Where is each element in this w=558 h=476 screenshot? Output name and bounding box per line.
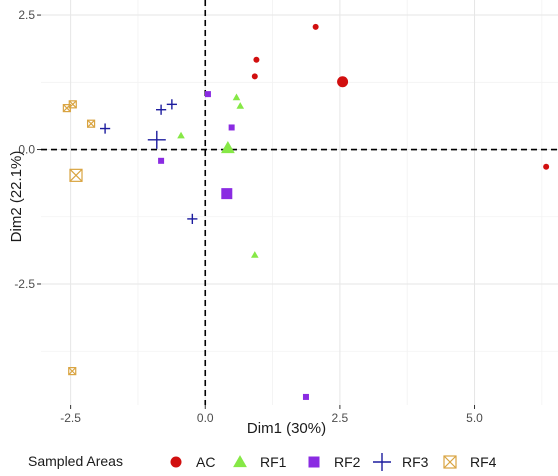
legend-key-rf3 [373,453,391,471]
legend-label: RF4 [470,454,497,470]
legend-item-rf1: RF1 [233,454,287,470]
point-rf2 [228,124,235,131]
point-ac [312,23,319,30]
y-tick-label: -2.5 [14,277,35,291]
legend-item-ac: AC [170,454,215,470]
reference-lines [41,0,558,405]
point-ac [253,56,260,63]
point-rf2 [158,157,165,164]
legend-label: AC [196,454,215,470]
crossbox-frame [68,100,77,109]
point-rf1 [236,102,245,109]
point-rf3 [166,99,177,110]
point-rf2 [302,393,309,400]
centroid-rf3 [147,130,166,149]
legend-item-rf3: RF3 [373,453,429,471]
x-tick-label: 5.0 [466,411,483,425]
y-axis-title: Dim2 (22.1%) [8,151,25,243]
x-axis-title: Dim1 (30%) [247,420,326,437]
legend-item-rf2: RF2 [308,454,361,470]
crossbox-stroke [443,455,457,469]
legend-key-rf2 [308,456,320,468]
crossbox-frame [68,367,77,376]
point-rf4 [68,367,77,376]
centroid-rf1 [220,141,235,154]
x-tick-label: 2.5 [332,411,349,425]
crossbox-stroke [68,100,77,109]
y-tick-label: 0.0 [18,143,35,157]
point-rf3 [155,104,167,115]
data-points [62,23,550,400]
point-rf1 [177,131,185,139]
centroid-ac [337,76,349,88]
point-rf1 [251,251,259,258]
legend-label: RF3 [402,454,429,470]
legend-key-ac [170,456,182,468]
legend-key-rf4 [443,455,457,469]
point-rf3 [99,123,111,134]
point-ac [543,163,550,170]
legend-title: Sampled Areas [28,453,123,469]
y-tick-label: 2.5 [18,8,35,22]
x-tick-label: 0.0 [197,411,214,425]
legend-item-rf4: RF4 [443,454,497,470]
crossbox-stroke [68,367,77,376]
x-axis-ticks: -2.5 0.0 2.5 5.0 [60,405,483,425]
point-rf3 [187,213,198,225]
legend-key-rf1 [233,455,247,468]
y-axis-ticks: 2.5 0.0 -2.5 [14,8,41,291]
legend: Sampled Areas AC RF1 RF2 RF3 RF4 [28,453,497,471]
centroid-rf4 [69,168,83,182]
panel-background [41,0,558,405]
x-tick-label: -2.5 [60,411,81,425]
point-rf4 [68,100,77,109]
legend-label: RF1 [260,454,287,470]
crossbox-frame [86,119,96,128]
point-rf4 [86,119,96,128]
centroid-rf2 [221,188,233,200]
crossbox-stroke [69,168,83,182]
legend-label: RF2 [334,454,361,470]
point-rf1 [232,93,241,101]
point-ac [251,73,258,80]
crossbox-frame [69,168,83,182]
crossbox-stroke [87,119,96,128]
crossbox-frame [443,455,457,469]
point-rf2 [204,91,211,98]
